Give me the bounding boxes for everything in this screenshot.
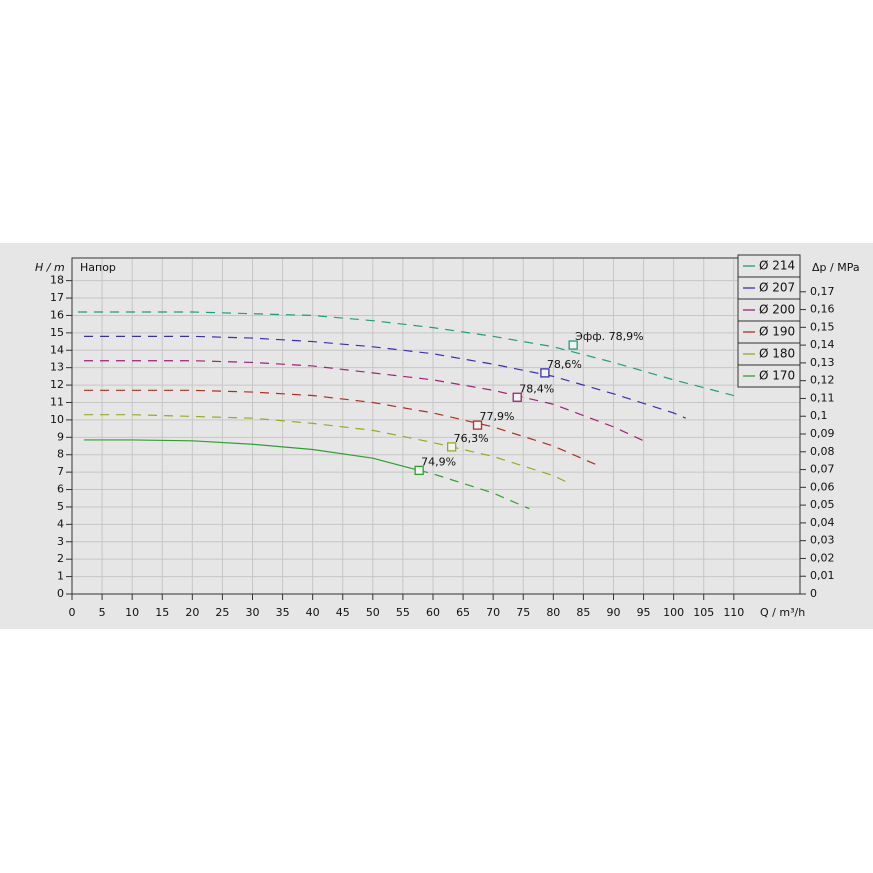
y2-axis-label: Δp / MPa	[812, 261, 860, 274]
y-tick-label: 12	[50, 378, 64, 391]
plot-border	[71, 257, 801, 595]
y2-tick-label: 0,11	[810, 391, 835, 404]
y2-tick-label: 0,05	[810, 498, 835, 511]
y2-tick-label: 0,16	[810, 303, 835, 316]
y-tick-label: 0	[57, 587, 64, 600]
efficiency-label: 78,4%	[519, 382, 554, 395]
y2-tick-label: 0,17	[810, 285, 835, 298]
y-tick-label: 17	[50, 291, 64, 304]
y2-tick-label: 0	[810, 587, 817, 600]
y-tick-label: 5	[57, 500, 64, 513]
x-tick-label: 75	[516, 606, 530, 619]
x-tick-label: 60	[426, 606, 440, 619]
y-tick-label: 2	[57, 552, 64, 565]
efficiency-label: 74,9%	[421, 455, 456, 468]
x-tick-label: 65	[456, 606, 470, 619]
legend-label: Ø 180	[759, 347, 795, 361]
pump-curve	[78, 311, 734, 397]
legend-label: Ø 190	[759, 325, 795, 339]
efficiency-marker	[414, 465, 424, 476]
y-tick-label: 11	[50, 395, 64, 408]
y-tick-label: 3	[57, 535, 64, 548]
x-tick-label: 20	[185, 606, 199, 619]
pump-curve	[84, 439, 420, 471]
legend-label: Ø 170	[759, 369, 795, 383]
efficiency-marker	[540, 368, 550, 378]
x-tick-label: 15	[155, 606, 169, 619]
efficiency-label: 76,3%	[454, 432, 489, 445]
y2-tick-label: 0,12	[810, 374, 835, 387]
y-tick-label: 8	[57, 448, 64, 461]
x-tick-label: 85	[576, 606, 590, 619]
efficiency-label: 77,9%	[480, 410, 515, 423]
y2-tick-label: 0,13	[810, 356, 835, 369]
y-tick-label: 6	[57, 483, 64, 496]
y-tick-label: 14	[50, 343, 64, 356]
y2-tick-label: 0,07	[810, 463, 835, 476]
x-tick-label: 80	[546, 606, 560, 619]
pump-curve	[84, 414, 572, 485]
y2-tick-label: 0,14	[810, 338, 835, 351]
efficiency-marker	[512, 392, 522, 402]
x-tick-label: 25	[215, 606, 229, 619]
efficiency-marker	[472, 420, 483, 430]
y-tick-label: 15	[50, 326, 64, 339]
pump-curve	[84, 360, 644, 442]
legend-label: Ø 214	[759, 259, 795, 273]
x-tick-label: 35	[276, 606, 290, 619]
x-tick-label: 0	[69, 606, 76, 619]
y-tick-label: 10	[50, 413, 64, 426]
x-tick-label: 10	[125, 606, 139, 619]
y2-tick-label: 0,06	[810, 480, 835, 493]
pump-curve	[84, 389, 602, 468]
y2-tick-label: 0,04	[810, 516, 835, 529]
y-tick-label: 13	[50, 361, 64, 374]
efficiency-marker	[446, 442, 457, 452]
x-tick-label: 45	[336, 606, 350, 619]
y2-tick-label: 0,09	[810, 427, 835, 440]
y-tick-label: 16	[50, 308, 64, 321]
y2-tick-label: 0,01	[810, 569, 835, 582]
y2-tick-label: 0,03	[810, 534, 835, 547]
efficiency-marker	[568, 340, 578, 350]
y-tick-label: 18	[50, 274, 64, 287]
x-tick-label: 70	[486, 606, 500, 619]
legend-label: Ø 207	[759, 281, 795, 295]
x-tick-label: 50	[366, 606, 380, 619]
x-tick-label: 5	[99, 606, 106, 619]
x-tick-label: 30	[245, 606, 259, 619]
x-tick-label: 105	[693, 606, 714, 619]
y-tick-label: 1	[57, 570, 64, 583]
x-axis-label: Q / m³/h	[760, 606, 805, 619]
x-tick-label: 110	[723, 606, 744, 619]
y-axis-title: Напор	[80, 261, 116, 274]
pump-curve	[419, 469, 530, 510]
legend-label: Ø 200	[759, 303, 795, 317]
x-tick-label: 95	[637, 606, 651, 619]
y-tick-label: 9	[57, 430, 64, 443]
x-tick-label: 90	[606, 606, 620, 619]
efficiency-label: Эфф. 78,9%	[575, 330, 643, 343]
efficiency-label: 78,6%	[547, 358, 582, 371]
y2-tick-label: 0,1	[810, 409, 828, 422]
y-tick-label: 4	[57, 517, 64, 530]
x-tick-label: 40	[306, 606, 320, 619]
y2-tick-label: 0,15	[810, 320, 835, 333]
x-tick-label: 100	[663, 606, 684, 619]
y2-tick-label: 0,08	[810, 445, 835, 458]
y-axis-label: H / m	[35, 261, 65, 274]
y-tick-label: 7	[57, 465, 64, 478]
x-tick-label: 55	[396, 606, 410, 619]
y2-tick-label: 0,02	[810, 551, 835, 564]
chart-background	[0, 243, 873, 629]
pump-curve	[84, 335, 686, 419]
